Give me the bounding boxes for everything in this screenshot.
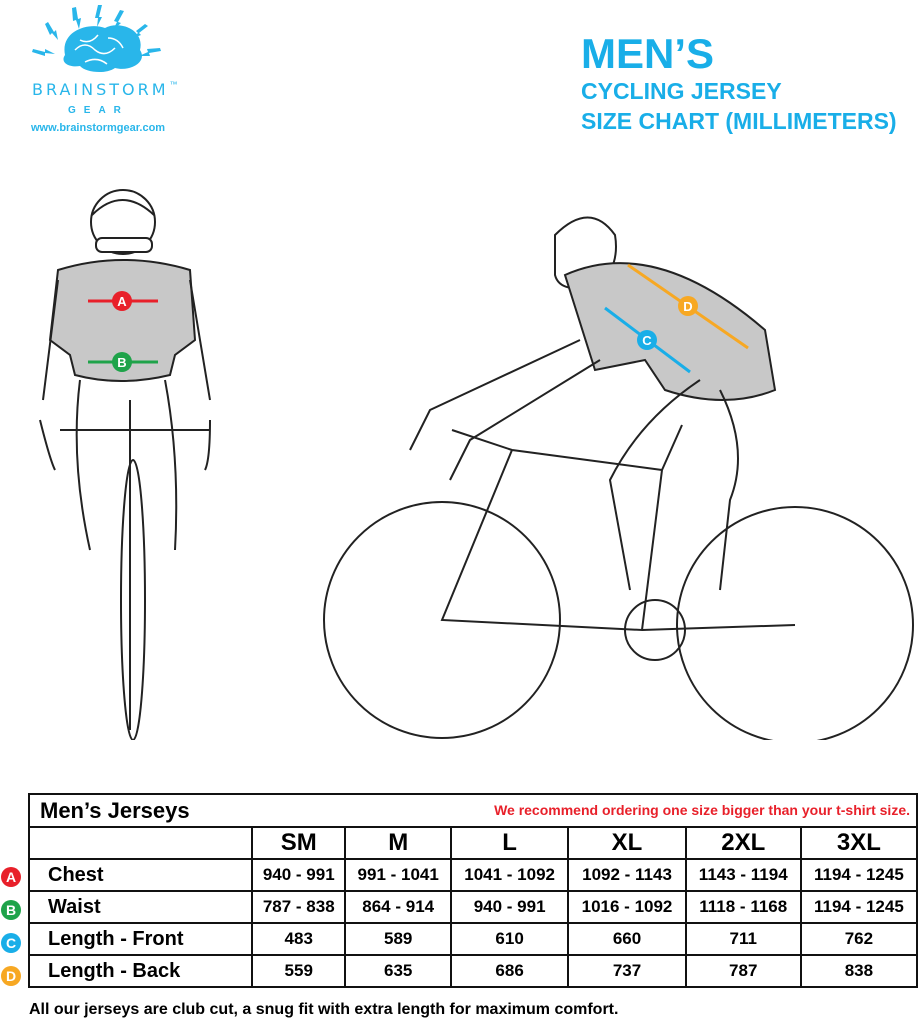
title-line-2: CYCLING JERSEY [581, 78, 782, 104]
cell: 991 - 1041 [344, 858, 452, 892]
brand-url[interactable]: www.brainstormgear.com [31, 122, 166, 134]
size-header: XL [567, 826, 687, 860]
size-header-row: SM M L XL 2XL 3XL [28, 826, 919, 860]
row-marker-d-icon: D [1, 966, 21, 986]
cell: 762 [799, 922, 919, 956]
size-header: SM [250, 826, 347, 860]
cell: 940 - 991 [250, 858, 347, 892]
size-header: L [449, 826, 570, 860]
cell: 787 - 838 [250, 890, 347, 924]
cell: 559 [250, 954, 347, 988]
cell: 787 [684, 954, 802, 988]
cell: 1092 - 1143 [567, 858, 687, 892]
cell: 589 [344, 922, 452, 956]
table-title: Men’s Jerseys [40, 798, 190, 823]
marker-d-icon [678, 296, 698, 316]
marker-c-label: C [642, 333, 652, 348]
marker-b-icon [112, 352, 132, 372]
cell: 711 [684, 922, 802, 956]
size-table: Men’s Jerseys We recommend ordering one … [28, 793, 919, 988]
row-marker-a-icon: A [1, 867, 21, 887]
cell: 1118 - 1168 [684, 890, 802, 924]
marker-c-icon [637, 330, 657, 350]
title-line-3: SIZE CHART (MILLIMETERS) [581, 108, 897, 134]
size-header: 2XL [684, 826, 802, 860]
trademark: ™ [169, 80, 178, 89]
marker-b-label: B [117, 355, 126, 370]
row-label: Waist [28, 890, 253, 924]
marker-d-label: D [683, 299, 692, 314]
row-label: Chest [28, 858, 253, 892]
cell: 1194 - 1245 [799, 890, 919, 924]
cell: 1143 - 1194 [684, 858, 802, 892]
cell: 1016 - 1092 [567, 890, 687, 924]
size-header: M [344, 826, 452, 860]
cell: 838 [799, 954, 919, 988]
brand-line: BRAINSTORM ™ [32, 80, 178, 100]
table-title-row: Men’s Jerseys We recommend ordering one … [28, 793, 918, 828]
row-label: Length - Back [28, 954, 253, 988]
cell: 610 [449, 922, 570, 956]
brain-lightning-icon [32, 5, 161, 73]
cyclist-illustration: A B C D [39, 189, 914, 740]
brand-sub: GEAR [68, 105, 129, 116]
title-line-1: MEN’S [581, 30, 715, 77]
cell: 1041 - 1092 [449, 858, 570, 892]
cell: 864 - 914 [344, 890, 452, 924]
page-title: MEN’S CYCLING JERSEY SIZE CHART (MILLIME… [581, 32, 897, 136]
size-header: 3XL [799, 826, 919, 860]
front-cyclist [39, 189, 211, 740]
cell: 1194 - 1245 [799, 858, 919, 892]
header-empty [28, 826, 253, 860]
row-marker-c-icon: C [1, 933, 21, 953]
brand-name: BRAINSTORM [32, 80, 169, 99]
row-label: Length - Front [28, 922, 253, 956]
marker-a-label: A [117, 294, 127, 309]
table-row-waist: Waist 787 - 838 864 - 914 940 - 991 1016… [28, 890, 919, 924]
cell: 635 [344, 954, 452, 988]
table-row-length-front: Length - Front 483 589 610 660 711 762 [28, 922, 919, 956]
cell: 686 [449, 954, 570, 988]
table-row-length-back: Length - Back 559 635 686 737 787 838 [28, 954, 919, 988]
cell: 737 [567, 954, 687, 988]
row-marker-b-icon: B [1, 900, 21, 920]
fit-note: All our jerseys are club cut, a snug fit… [29, 1001, 619, 1018]
marker-a-icon [112, 291, 132, 311]
cell: 483 [250, 922, 347, 956]
table-row-chest: Chest 940 - 991 991 - 1041 1041 - 1092 1… [28, 858, 919, 892]
cell: 940 - 991 [449, 890, 570, 924]
side-cyclist [323, 216, 914, 740]
size-recommendation: We recommend ordering one size bigger th… [494, 802, 910, 818]
cell: 660 [567, 922, 687, 956]
